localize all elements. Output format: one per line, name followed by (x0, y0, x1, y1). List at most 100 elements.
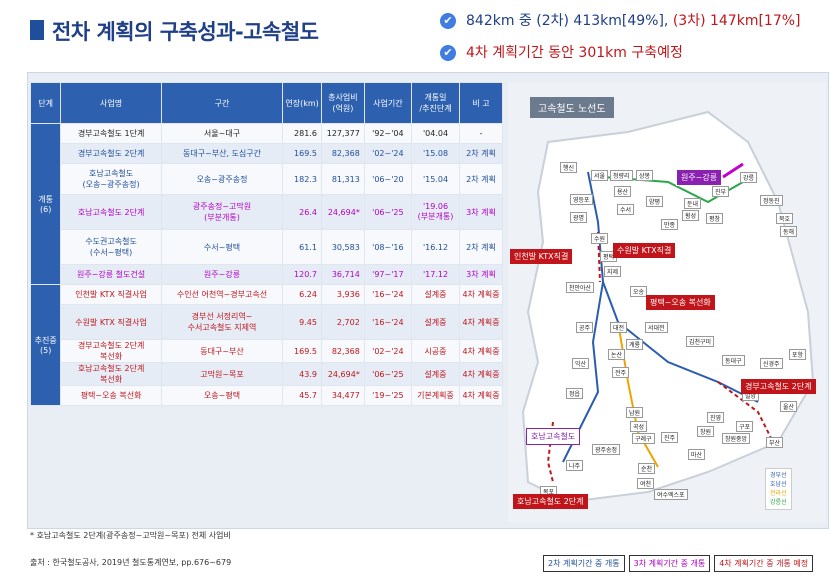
table-cell-name: 수원발 KTX 직결사업 (60, 304, 162, 340)
table-cell-open: 설계중 (410, 362, 461, 386)
table-cell-len: 281.6 (282, 123, 322, 144)
map-box-honam: 호남고속철도 (526, 428, 581, 445)
table-cell-note: 3차 계획 (459, 264, 503, 285)
station-label: 수원 (591, 233, 609, 244)
bullet-1-part-b: (3차) 147km[17%] (672, 13, 801, 29)
table-cell-section: 원주~강릉 (160, 264, 284, 285)
table-row: 경부고속철도 2단계 동대구~부산, 도심구간 169.5 82,368'02~'24… (31, 143, 503, 164)
table-cell-len: 26.4 (282, 194, 322, 230)
line-key-item: 호남선 (770, 481, 787, 488)
col-header: 단계 (29, 82, 62, 124)
station-label: 상봉 (636, 170, 654, 181)
station-label: 광주송정 (592, 444, 621, 455)
table-cell-cost: 3,936 (320, 284, 365, 305)
station-label: 울산 (780, 401, 798, 412)
table-cell-note: - (459, 123, 503, 144)
table-cell-note: 3차 계획 (459, 194, 503, 230)
station-label: 나주 (566, 460, 584, 471)
station-label: 동대구 (722, 355, 745, 366)
station-label: 순천 (638, 463, 656, 474)
map-title: 고속철도 노선도 (530, 97, 614, 118)
station-label: 정읍 (566, 388, 584, 399)
legend-item: 4차 계획기간 중 개통 예정 (714, 555, 814, 572)
bullet-2: ✔ 4차 계획기간 동안 301km 구축예정 (440, 42, 683, 62)
line-key-item: 전라선 (770, 490, 787, 497)
station-label: 행신 (560, 162, 578, 173)
station-label: 대전 (610, 322, 628, 333)
table-cell-period: '02~'24 (363, 339, 412, 363)
page-title: 전차 계획의 구축성과-고속철도 (52, 20, 319, 44)
project-table: 단계 사업명 구간 연장(km) 총사업비 (억원) 사업기간 개통일 /추진단… (29, 82, 503, 406)
table-cell-period: '06~'25 (363, 194, 412, 230)
col-header: 연장(km) (282, 82, 322, 124)
station-label: 부산 (766, 437, 784, 448)
table-cell-open: '17.12 (410, 264, 461, 285)
table-cell-period: '08~'16 (363, 229, 412, 265)
bullet-1-part-a: 842km 중 (2차) 413km[49%], (466, 13, 673, 29)
table-cell-open: '16.12 (410, 229, 461, 265)
table-cell-cost: 24,694* (320, 194, 365, 230)
table-cell-name: 경부고속철도 2단계 (60, 143, 162, 164)
table-cell-len: 45.7 (282, 385, 322, 406)
table-cell-section: 고막원~목포 (160, 362, 284, 386)
station-label: 청량리 (610, 170, 633, 181)
table-cell-section: 서울~대구 (160, 123, 284, 144)
table-cell-note: 4차 계획중 (459, 362, 503, 386)
legend: 2차 계획기간 중 개통 3차 계획기간 중 개통 4차 계획기간 중 개통 예정 (543, 555, 817, 572)
station-label: 오송 (630, 286, 648, 297)
table-cell-len: 9.45 (282, 304, 322, 340)
station-label: 익산 (572, 358, 590, 369)
line-key: 경부선 호남선 전라선 강릉선 (765, 468, 792, 510)
station-label: 곡성 (630, 421, 648, 432)
table-row: 호남고속철도 2단계 복선화 고막원~목포 43.9 24,694* '06~'25 설계… (31, 362, 503, 386)
col-header: 사업기간 (363, 82, 412, 124)
station-label: 천안아산 (566, 282, 595, 293)
check-icon: ✔ (440, 13, 456, 29)
source-note: 출처 : 한국철도공사, 2019년 철도통계연보, pp.676~679 (30, 558, 232, 567)
map-box-pyeongtaek-osong: 평택~오송 복선화 (646, 295, 715, 310)
check-icon: ✔ (440, 45, 456, 61)
table-cell-note: 4차 계획중 (459, 304, 503, 340)
map-box-suwon-ktx: 수원발 KTX직결 (613, 243, 676, 258)
table-cell-section: 동대구~부산, 도심구간 (160, 143, 284, 164)
table-cell-cost: 2,702 (320, 304, 365, 340)
station-label: 광명 (570, 212, 588, 223)
table-cell-period: '16~'24 (363, 304, 412, 340)
station-label: 김천구미 (686, 336, 715, 347)
title-bar-icon (30, 20, 44, 40)
table-cell-open: 설계중 (410, 284, 461, 305)
station-label: 마산 (688, 449, 706, 460)
station-label: 서대전 (645, 322, 668, 333)
table-cell-section: 광주송정~고막원 (부분개통) (160, 194, 284, 230)
station-label: 서울 (591, 170, 609, 181)
table-cell-note: 2차 계획 (459, 229, 503, 265)
map-box-gyeongbu-2: 경부고속철도 2단계 (741, 379, 816, 394)
station-label: 용산 (614, 186, 632, 197)
table-cell-name: 호남고속철도 2단계 (60, 194, 162, 230)
table-cell-open: '15.08 (410, 143, 461, 164)
table-row: 원주~강릉 철도건설 원주~강릉 120.7 36,714'97~'17'17.12 3… (31, 264, 503, 285)
legend-item: 3차 계획기간 중 개통 (628, 555, 711, 572)
table-cell-section: 수서~평택 (160, 229, 284, 265)
table-cell-len: 182.3 (282, 163, 322, 195)
station-label: 구례구 (632, 433, 655, 444)
table-cell-note: 4차 계획중 (459, 385, 503, 406)
station-label: 만종 (661, 219, 679, 230)
footnote: * 호남고속철도 2단계(광주송정~고막원~목포) 전체 사업비 (30, 531, 231, 540)
col-header: 구간 (160, 82, 284, 124)
station-label: 묵호 (776, 213, 794, 224)
station-label: 영등포 (570, 194, 593, 205)
table-cell-section: 동대구~부산 (160, 339, 284, 363)
col-header: 개통일 /추진단계 (410, 82, 461, 124)
table-cell-name: 경부고속철도 1단계 (60, 123, 162, 144)
table-cell-period: '06~'25 (363, 362, 412, 386)
map-box-wonju-gangneung: 원주~강릉 (676, 169, 723, 186)
group-cell: 추진중 (5) (29, 284, 62, 406)
table-cell-note: 2차 계획 (459, 163, 503, 195)
station-label: 횡성 (682, 210, 700, 221)
table-cell-len: 6.24 (282, 284, 322, 305)
station-label: 신경주 (760, 358, 783, 369)
table-cell-open: '04.04 (410, 123, 461, 144)
table-cell-open: '15.04 (410, 163, 461, 195)
table-row: 평택~오송 복선화 오송~평택 45.7 34,477'19~'25 기본계획중 4차 계… (31, 385, 503, 406)
